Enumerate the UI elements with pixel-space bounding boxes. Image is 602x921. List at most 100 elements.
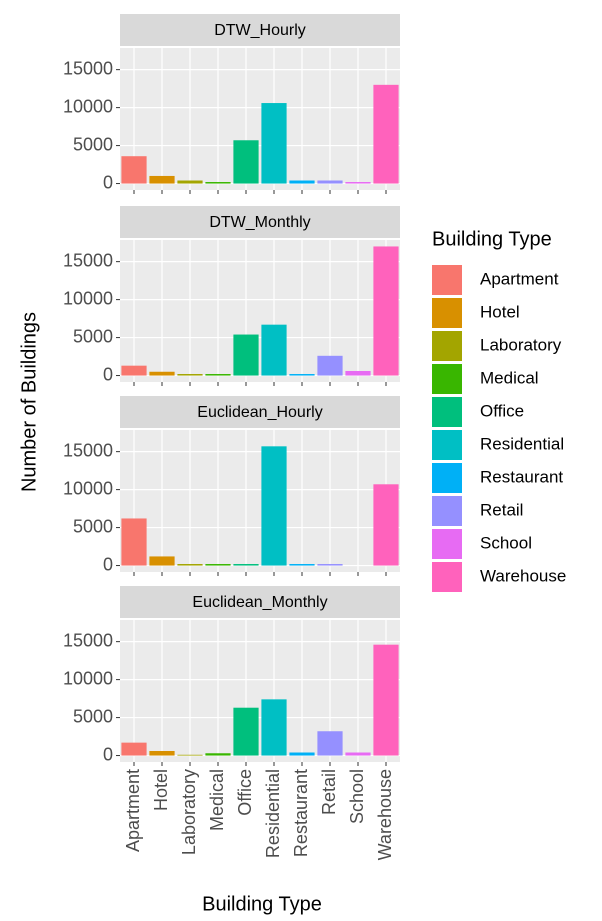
bar — [373, 246, 399, 376]
legend-key — [432, 496, 462, 526]
x-axis-title: Building Type — [202, 893, 322, 915]
x-tick-label: Medical — [207, 769, 227, 831]
x-tick-label: Laboratory — [179, 769, 199, 855]
y-tick-label: 15000 — [63, 440, 113, 460]
bar — [345, 182, 371, 184]
y-tick-label: 5000 — [73, 516, 113, 536]
bar — [205, 564, 231, 566]
bar — [289, 180, 315, 184]
bar — [121, 742, 147, 756]
bar — [121, 365, 147, 376]
y-tick-label: 10000 — [63, 478, 113, 498]
y-tick-label: 10000 — [63, 288, 113, 308]
x-tick-label: Hotel — [151, 769, 171, 811]
y-tick-label: 0 — [103, 172, 113, 192]
bar — [373, 484, 399, 566]
y-tick-label: 15000 — [63, 250, 113, 270]
legend-key — [432, 430, 462, 460]
bar — [233, 334, 259, 376]
x-tick-label: Restaurant — [291, 769, 311, 857]
y-tick-label: 10000 — [63, 96, 113, 116]
bar — [177, 754, 203, 756]
bar — [317, 180, 343, 184]
bar — [289, 752, 315, 756]
bar — [345, 370, 371, 376]
y-tick-label: 10000 — [63, 668, 113, 688]
bar — [121, 156, 147, 184]
y-tick-label: 0 — [103, 554, 113, 574]
legend-key — [432, 364, 462, 394]
panel — [120, 620, 400, 762]
legend-label: Laboratory — [480, 335, 562, 354]
panel — [120, 430, 400, 572]
legend-label: Warehouse — [480, 566, 566, 585]
y-tick-label: 15000 — [63, 630, 113, 650]
bar — [205, 374, 231, 376]
x-tick-label: Retail — [319, 769, 339, 815]
legend-title: Building Type — [432, 228, 552, 250]
strip — [120, 14, 400, 46]
legend-label: Residential — [480, 434, 564, 453]
y-axis-title: Number of Buildings — [18, 312, 40, 492]
y-tick-label: 5000 — [73, 134, 113, 154]
x-tick-label: Warehouse — [375, 769, 395, 860]
bar — [261, 699, 287, 756]
bar — [233, 140, 259, 184]
legend-label: Retail — [480, 500, 523, 519]
bar — [149, 371, 175, 376]
bar — [317, 355, 343, 376]
legend-key — [432, 331, 462, 361]
y-tick-label: 15000 — [63, 58, 113, 78]
y-tick-label: 0 — [103, 364, 113, 384]
x-tick-label: Apartment — [123, 769, 143, 852]
bar — [233, 707, 259, 756]
bar — [177, 180, 203, 184]
x-tick-label: Office — [235, 769, 255, 816]
facet-title: DTW_Monthly — [209, 214, 310, 231]
x-tick-label: Residential — [263, 769, 283, 858]
strip — [120, 586, 400, 618]
bar — [261, 446, 287, 566]
legend-key — [432, 397, 462, 427]
legend-label: Medical — [480, 368, 539, 387]
legend-key — [432, 265, 462, 295]
x-tick-label: School — [347, 769, 367, 824]
legend-label: Hotel — [480, 302, 520, 321]
bar — [149, 750, 175, 756]
legend-key — [432, 529, 462, 559]
bar — [345, 752, 371, 756]
bar — [149, 556, 175, 566]
legend-label: Restaurant — [480, 467, 563, 486]
legend-key — [432, 562, 462, 592]
bar — [149, 175, 175, 184]
bar — [205, 753, 231, 756]
y-tick-label: 5000 — [73, 706, 113, 726]
panel — [120, 240, 400, 382]
legend-label: Office — [480, 401, 524, 420]
legend-key — [432, 463, 462, 493]
bar — [121, 518, 147, 566]
bar — [261, 103, 287, 184]
strip — [120, 396, 400, 428]
facet-title: Euclidean_Monthly — [192, 594, 327, 611]
bar — [373, 644, 399, 756]
facet-title: DTW_Hourly — [214, 22, 306, 39]
legend-key — [432, 298, 462, 328]
facet-title: Euclidean_Hourly — [197, 404, 322, 421]
y-tick-label: 0 — [103, 744, 113, 764]
legend-label: School — [480, 533, 532, 552]
bar — [289, 564, 315, 566]
bar — [373, 84, 399, 184]
y-tick-label: 5000 — [73, 326, 113, 346]
panel — [120, 48, 400, 190]
bar — [289, 374, 315, 376]
bar — [205, 182, 231, 184]
bar — [177, 564, 203, 566]
bar — [261, 324, 287, 376]
strip — [120, 206, 400, 238]
legend-label: Apartment — [480, 269, 559, 288]
bar — [317, 731, 343, 756]
bar — [233, 564, 259, 566]
bar — [177, 374, 203, 376]
